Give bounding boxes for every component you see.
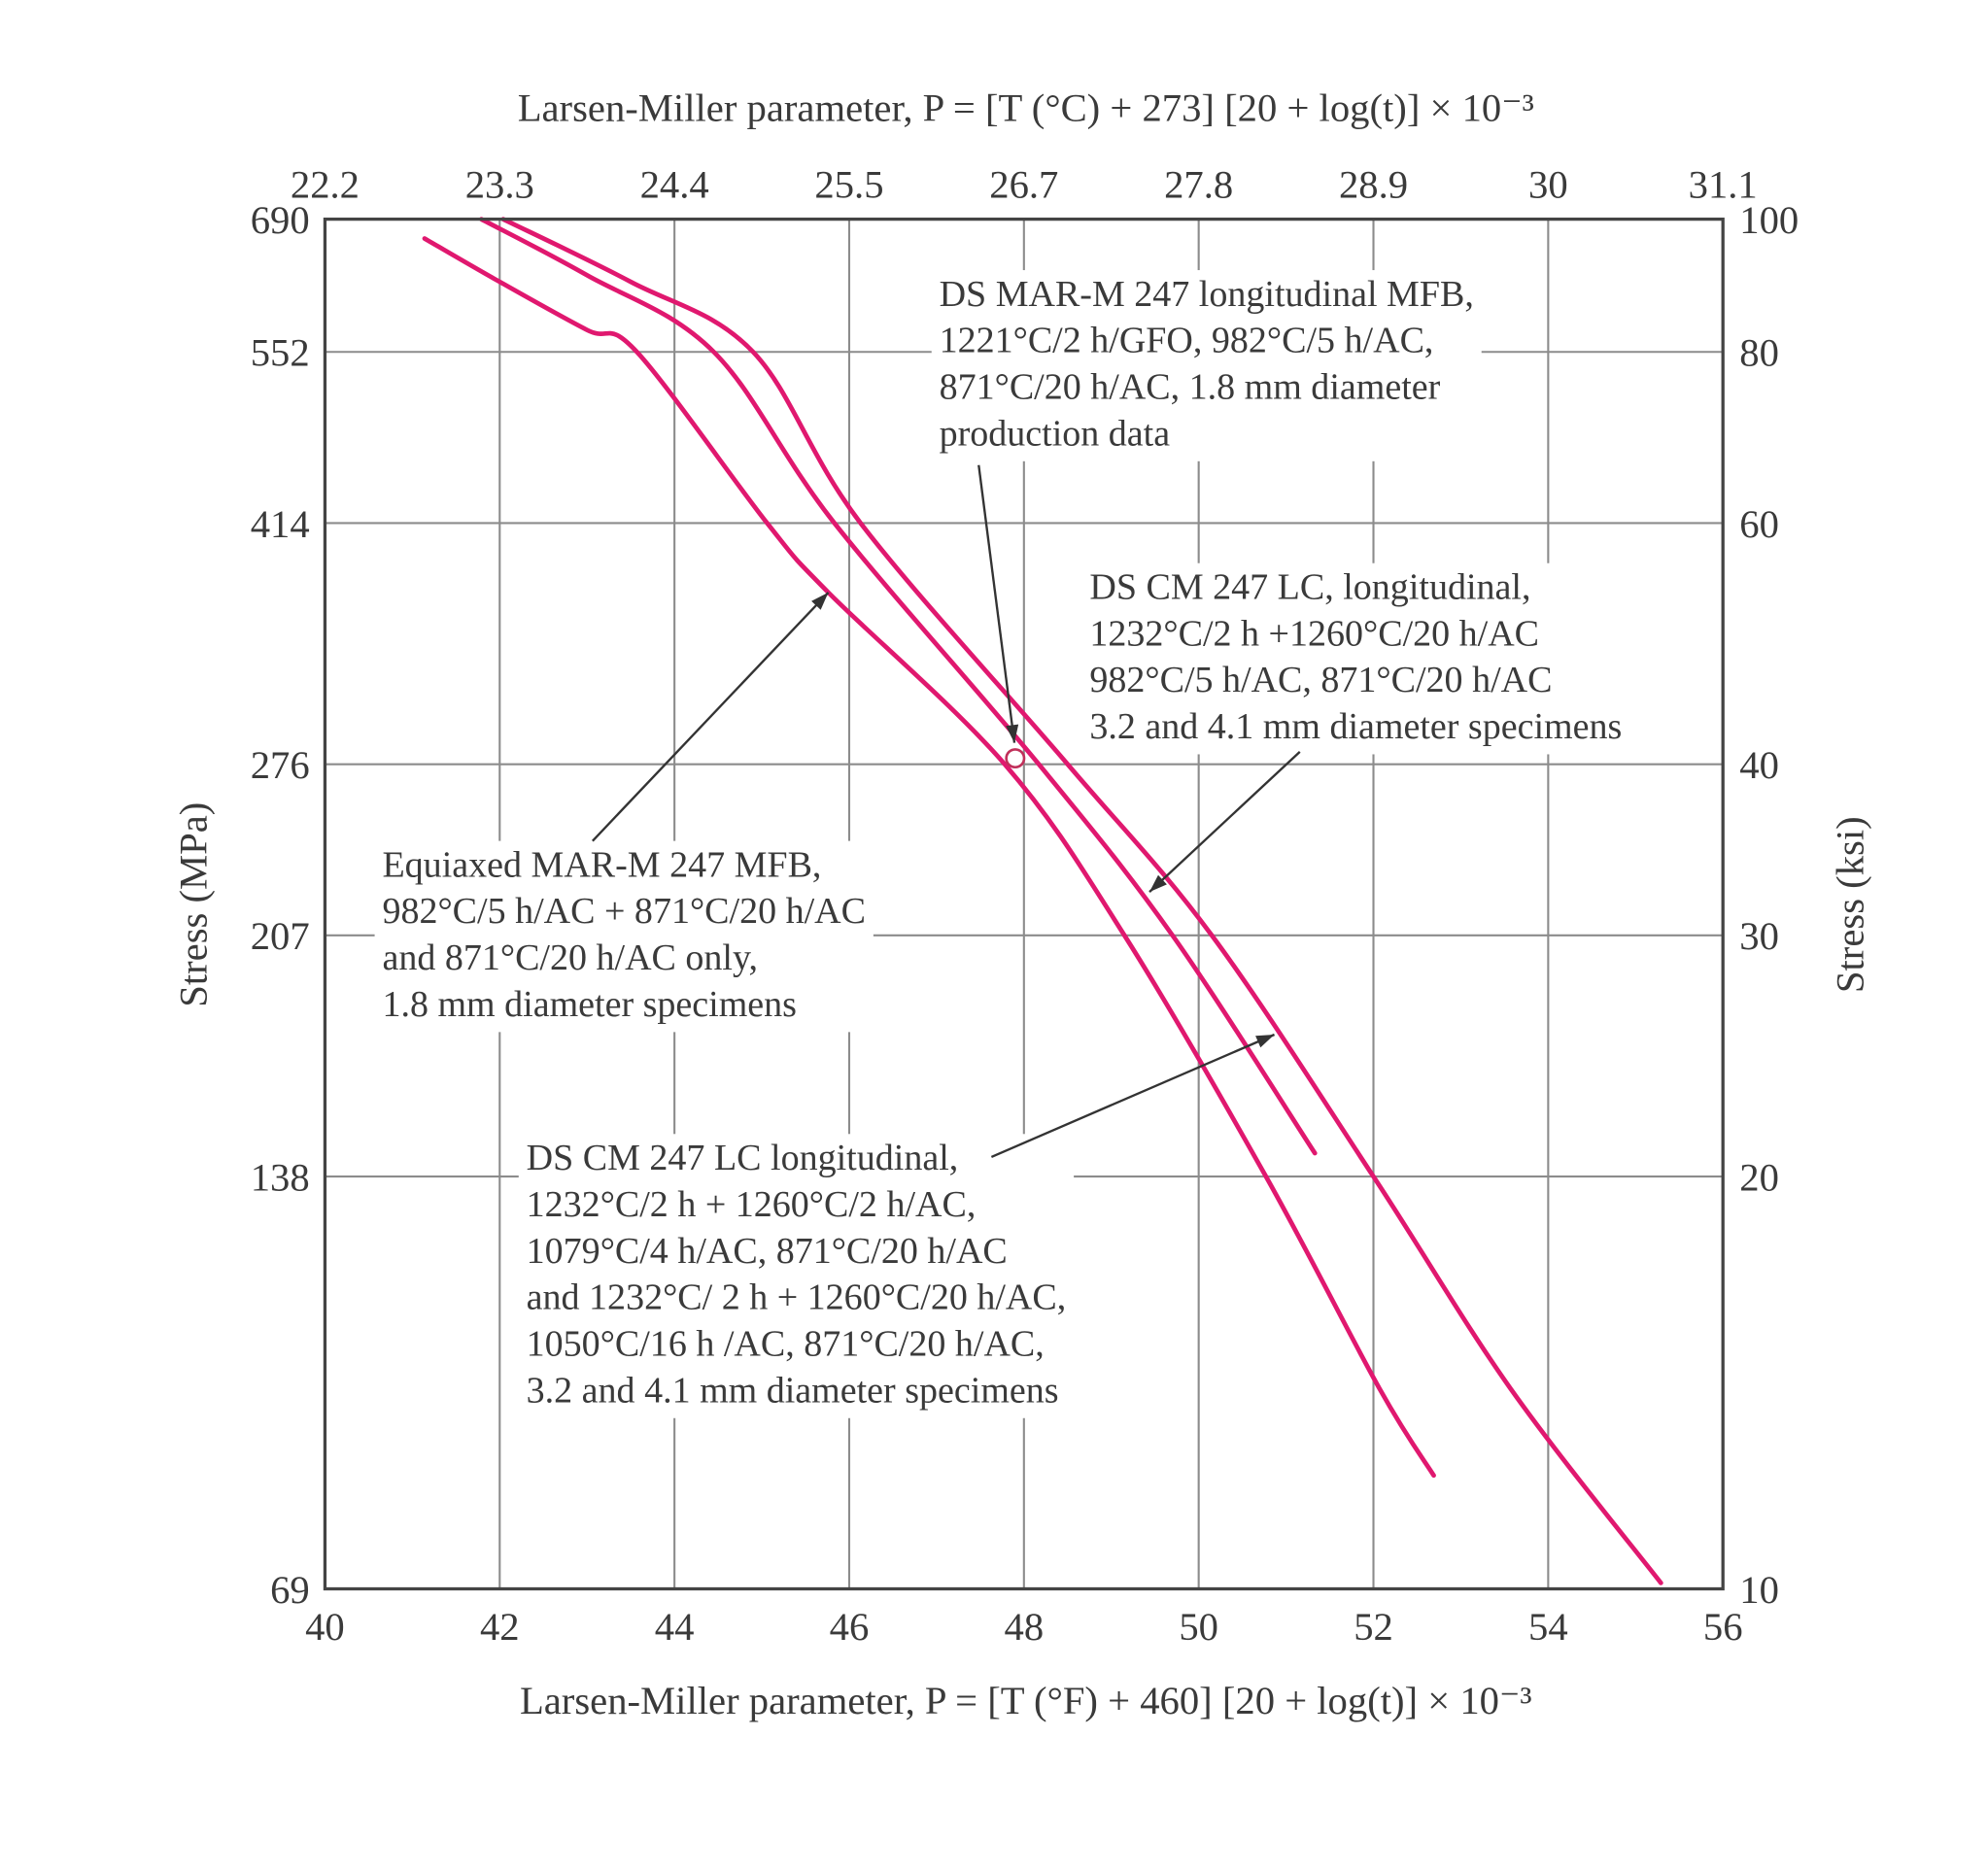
x-top-tick-label: 27.8 — [1164, 162, 1233, 206]
x-top-tick-label: 26.7 — [989, 162, 1058, 206]
y-left-tick-label: 414 — [251, 502, 310, 546]
annotations: DS MAR-M 247 longitudinal MFB, 1221°C/2 h… — [382, 274, 1622, 1412]
annotation-line: 1232°C/2 h +1260°C/20 h/AC — [1089, 613, 1539, 654]
annotation-line: DS MAR-M 247 longitudinal MFB, — [940, 274, 1474, 315]
x-tick-label: 46 — [830, 1605, 870, 1649]
annotation-line: 1.8 mm diameter specimens — [382, 984, 797, 1025]
x-top-tick-label: 24.4 — [640, 162, 709, 206]
x-tick-label: 42 — [480, 1605, 520, 1649]
x-top-tick-label: 30 — [1528, 162, 1568, 206]
x-tick-label: 56 — [1703, 1605, 1743, 1649]
annotation-line: and 871°C/20 h/AC only, — [382, 937, 758, 978]
annotation-line: 3.2 and 4.1 mm diameter specimens — [1089, 706, 1622, 747]
y-right-tick-label: 10 — [1739, 1568, 1779, 1612]
annotation-backgrounds — [374, 270, 1630, 1418]
left-axis-title: Stress (MPa) — [171, 802, 215, 1007]
arrowhead-icon — [1006, 724, 1019, 743]
top-axis-title: Larsen-Miller parameter, P = [T (°C) + 2… — [518, 86, 1534, 130]
annotation-line: 871°C/20 h/AC, 1.8 mm diameter — [940, 367, 1441, 408]
annotation-line: 1221°C/2 h/GFO, 982°C/5 h/AC, — [940, 321, 1434, 361]
plot-frame — [323, 217, 1725, 1591]
annotation-line: Equiaxed MAR-M 247 MFB, — [382, 844, 821, 885]
y-right-tick-label: 40 — [1739, 743, 1779, 787]
tick-labels: 40 22.2 42 23.3 44 24.4 46 25.5 48 26.7 50 27.8 52 28… — [251, 162, 1799, 1649]
y-left-tick-label: 69 — [270, 1568, 310, 1612]
arrowhead-icon — [811, 592, 829, 610]
annotation-line: 1079°C/4 h/AC, 871°C/20 h/AC — [527, 1231, 1008, 1272]
arrowhead-icon — [1149, 874, 1167, 893]
annotation-background — [374, 840, 874, 1033]
y-left-tick-label: 138 — [251, 1156, 310, 1200]
annotation-arrows — [592, 464, 1301, 1158]
curve-ds-cm-1260-20h — [479, 217, 1318, 1156]
y-right-tick-label: 60 — [1739, 502, 1779, 546]
arrow-line — [990, 1033, 1276, 1158]
y-left-tick-label: 690 — [251, 198, 310, 242]
x-tick-label: 44 — [655, 1605, 695, 1649]
annotation-line: 3.2 and 4.1 mm diameter specimens — [527, 1370, 1059, 1411]
x-tick-label: 40 — [305, 1605, 345, 1649]
arrow-line — [1148, 750, 1301, 893]
annotation-line: 982°C/5 h/AC, 871°C/20 h/AC — [1089, 660, 1552, 700]
x-top-tick-label: 28.9 — [1339, 162, 1408, 206]
y-right-tick-label: 100 — [1739, 198, 1799, 242]
y-left-tick-label: 276 — [251, 743, 310, 787]
annotation-equiaxed-mar-m-247: Equiaxed MAR-M 247 MFB, 982°C/5 h/AC + 87… — [382, 844, 866, 1025]
arrowhead-icon — [1255, 1034, 1275, 1048]
y-left-tick-label: 552 — [251, 331, 310, 375]
data-point-marker — [1005, 748, 1026, 769]
arrow-line — [977, 464, 1016, 743]
bottom-axis-title: Larsen-Miller parameter, P = [T (°F) + 4… — [520, 1679, 1532, 1722]
y-right-tick-label: 20 — [1739, 1156, 1779, 1200]
annotation-line: DS CM 247 LC, longitudinal, — [1089, 566, 1530, 607]
x-tick-label: 52 — [1354, 1605, 1393, 1649]
arrow-line — [592, 592, 830, 842]
annotation-background — [1081, 562, 1630, 755]
annotation-line: 982°C/5 h/AC + 871°C/20 h/AC — [382, 891, 866, 932]
annotation-ds-cm-247-lc-a: DS CM 247 LC, longitudinal, 1232°C/2 h +1… — [1089, 566, 1622, 747]
right-axis-title: Stress (ksi) — [1828, 816, 1871, 993]
x-tick-label: 48 — [1005, 1605, 1045, 1649]
curve-ds-cm-1079 — [500, 217, 1663, 1585]
annotation-line: 1232°C/2 h + 1260°C/2 h/AC, — [527, 1184, 977, 1225]
y-right-tick-label: 30 — [1739, 914, 1779, 958]
annotation-background — [518, 1134, 1075, 1418]
annotation-ds-mar-m-247: DS MAR-M 247 longitudinal MFB, 1221°C/2 h… — [940, 274, 1474, 455]
annotation-line: and 1232°C/ 2 h + 1260°C/20 h/AC, — [527, 1277, 1067, 1318]
x-top-tick-label: 25.5 — [814, 162, 883, 206]
x-top-tick-label: 23.3 — [465, 162, 534, 206]
x-tick-label: 50 — [1179, 1605, 1218, 1649]
y-left-tick-label: 207 — [251, 914, 310, 958]
y-right-tick-label: 80 — [1739, 331, 1779, 375]
curve-equiaxed — [422, 236, 1436, 1479]
x-top-tick-label: 22.2 — [291, 162, 360, 206]
x-tick-label: 54 — [1528, 1605, 1568, 1649]
annotation-line: production data — [940, 413, 1171, 454]
annotation-line: 1050°C/16 h /AC, 871°C/20 h/AC, — [527, 1323, 1045, 1364]
annotation-ds-cm-247-lc-b: DS CM 247 LC longitudinal, 1232°C/2 h + 1… — [527, 1138, 1067, 1411]
x-top-tick-label: 31.1 — [1689, 162, 1758, 206]
curves — [422, 217, 1663, 1585]
annotation-background — [931, 270, 1482, 461]
annotation-line: DS CM 247 LC longitudinal, — [527, 1138, 959, 1178]
